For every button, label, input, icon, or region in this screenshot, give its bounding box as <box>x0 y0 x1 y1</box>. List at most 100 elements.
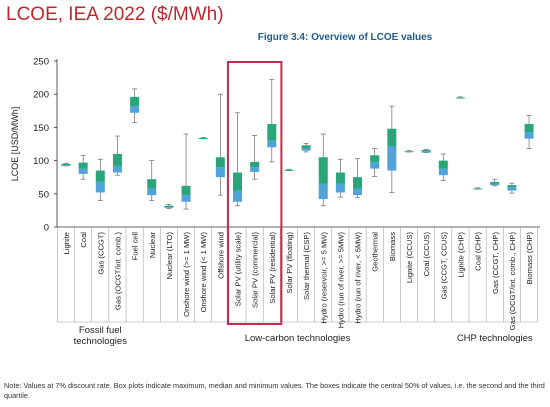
box-upper-quartile <box>147 179 157 189</box>
box-lower-quartile <box>147 188 157 196</box>
category-label: Gas (OCGT/int. comb., CHP) <box>508 232 517 331</box>
figure-title: Figure 3.4: Overview of LCOE values <box>257 32 433 43</box>
category-label: Offshore wind <box>216 232 225 279</box>
group-label: Low-carbon technologies <box>245 333 351 344</box>
boxplot-23 <box>455 96 465 99</box>
boxplot-10 <box>233 112 242 207</box>
box-upper-quartile <box>130 96 140 107</box>
group-label: technologies <box>74 336 128 347</box>
box-upper-quartile <box>181 185 191 196</box>
box-lower-quartile <box>250 167 260 172</box>
y-tick-label: 200 <box>33 90 49 101</box>
box-lower-quartile <box>61 165 71 167</box>
box-lower-quartile <box>387 145 397 171</box>
box-upper-quartile <box>455 97 465 99</box>
box-upper-quartile <box>95 170 105 182</box>
box-upper-quartile <box>78 162 88 169</box>
box-upper-quartile <box>164 205 174 208</box>
box-lower-quartile <box>78 168 88 174</box>
box-upper-quartile <box>198 138 208 139</box>
boxplot-18 <box>370 148 380 177</box>
boxplot-27 <box>524 115 534 149</box>
boxplot-15 <box>318 133 328 207</box>
box-upper-quartile <box>267 124 277 141</box>
boxplot-5 <box>147 160 157 201</box>
box-upper-quartile <box>112 153 122 166</box>
box-upper-quartile <box>301 145 311 149</box>
box-lower-quartile <box>524 132 534 139</box>
category-label: Geothermal <box>371 232 380 272</box>
group-label: Fossil fuel <box>79 325 122 336</box>
boxplot-3 <box>112 135 122 176</box>
boxplot-21 <box>421 148 431 153</box>
boxplot-9 <box>215 93 225 196</box>
box-lower-quartile <box>301 148 311 151</box>
box-lower-quartile <box>112 165 122 173</box>
boxplot-7 <box>181 133 191 210</box>
group-label: CHP technologies <box>457 333 533 344</box>
boxplot-1 <box>78 154 88 180</box>
lcoe-boxplot-chart: 0 50 100 150 200 250 LCOE [USD/MWh] Fossil fuel… <box>10 57 540 347</box>
boxplot-0 <box>61 162 71 167</box>
y-tick-label: 100 <box>33 156 49 167</box>
box-lower-quartile <box>438 168 448 176</box>
box-lower-quartile <box>164 207 174 208</box>
category-label: Gas (CCGT, CCUS) <box>439 232 448 300</box>
box-lower-quartile <box>95 181 105 193</box>
box-upper-quartile <box>404 151 414 153</box>
category-label: Hydro (run of river, < 5MW) <box>354 232 363 324</box>
category-label: Nuclear <box>148 232 157 259</box>
category-label: Lignite <box>62 232 71 254</box>
box-lower-quartile <box>215 167 225 178</box>
box-upper-quartile <box>250 161 260 168</box>
category-label: Onshore wind (>= 1 MW) <box>182 232 191 317</box>
box-upper-quartile <box>318 157 328 184</box>
boxplot-13 <box>284 168 294 171</box>
box-upper-quartile <box>335 172 345 184</box>
solar-pv-highlight-frame <box>226 61 283 325</box>
boxplot-17 <box>353 158 363 199</box>
box-upper-quartile <box>490 181 500 184</box>
category-label: Hydro (run of river, >= 5MW) <box>336 232 345 329</box>
category-label: Solar thermal (CSP) <box>302 232 311 300</box>
y-tick-label: 50 <box>38 189 49 200</box>
boxplot-12 <box>267 79 277 163</box>
box-lower-quartile <box>233 190 242 202</box>
boxplot-25 <box>490 178 500 187</box>
category-label: Solar PV (commercial) <box>251 232 260 308</box>
box-upper-quartile <box>387 128 397 146</box>
box-upper-quartile <box>61 163 71 166</box>
category-label: Lignite (CHP) <box>456 232 465 278</box>
box-lower-quartile <box>353 188 363 196</box>
boxplot-20 <box>404 150 414 153</box>
y-tick-label: 150 <box>33 123 49 134</box>
boxplot-11 <box>250 135 260 180</box>
boxplot-19 <box>387 105 397 193</box>
category-label: Biomass (CHP) <box>525 232 534 285</box>
box-upper-quartile <box>233 172 242 191</box>
boxplot-26 <box>507 182 517 194</box>
box-upper-quartile <box>284 169 294 171</box>
category-label: Hydro (reservoir, >= 5 MW) <box>319 232 328 324</box>
box-lower-quartile <box>267 140 277 148</box>
box-upper-quartile <box>421 149 431 152</box>
boxplot-16 <box>335 158 345 198</box>
category-label: Gas (CCGT, CHP) <box>491 232 500 294</box>
box-lower-quartile <box>318 183 328 200</box>
category-label: Fuel cell <box>131 232 140 261</box>
category-label: Solar PV (floating) <box>285 232 294 294</box>
boxplot-2 <box>95 158 105 201</box>
category-label: Onshore wind (< 1 MW) <box>199 232 208 313</box>
category-label: Coal <box>79 232 88 248</box>
category-label: Gas (CCGT) <box>96 232 105 275</box>
box-upper-quartile <box>524 124 534 133</box>
box-lower-quartile <box>181 195 191 202</box>
y-tick-label: 0 <box>44 223 49 234</box>
slide-title: LCOE, IEA 2022 ($/MWh) <box>6 4 224 25</box>
y-axis-label: LCOE [USD/MWh] <box>10 107 20 182</box>
boxplot-22 <box>438 153 448 181</box>
category-label: Lignite (CCUS) <box>405 232 414 284</box>
y-tick-label: 250 <box>33 57 49 68</box>
boxplot-24 <box>473 187 483 190</box>
box-lower-quartile <box>490 183 500 186</box>
